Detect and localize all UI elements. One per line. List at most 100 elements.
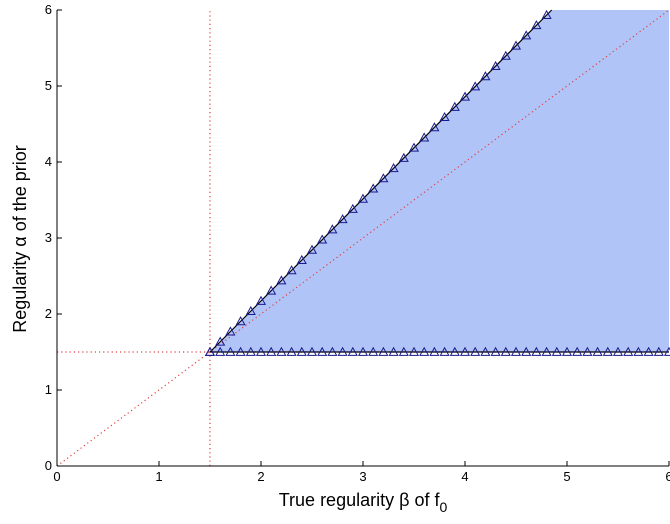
lower-boundary-marker — [419, 346, 430, 356]
lower-boundary-marker — [368, 346, 379, 356]
upper-boundary-marker — [490, 60, 501, 71]
upper-boundary-marker — [378, 173, 389, 183]
y-axis-label: Regularity α of the prior — [10, 145, 30, 333]
lower-boundary-marker — [286, 346, 297, 356]
y-tick-label: 5 — [45, 78, 52, 93]
lower-boundary-marker — [612, 346, 624, 356]
lower-boundary-marker — [480, 346, 491, 356]
lower-boundary-marker — [500, 346, 511, 356]
lower-boundary-marker — [398, 346, 409, 356]
lower-boundary-marker — [459, 346, 471, 356]
lower-boundary-marker — [592, 346, 603, 356]
upper-boundary-marker — [225, 326, 236, 336]
upper-boundary-marker — [459, 91, 471, 101]
x-tick-label: 0 — [53, 469, 60, 484]
reference-lines — [56, 9, 670, 467]
upper-boundary-marker — [510, 40, 522, 50]
upper-boundary-marker — [357, 193, 369, 203]
upper-boundary-line — [209, 9, 553, 353]
lower-boundary-marker — [551, 346, 562, 356]
lower-boundary-marker — [357, 346, 369, 356]
upper-boundary-marker — [470, 81, 481, 91]
upper-boundary-marker — [337, 214, 348, 224]
lower-boundary-marker — [663, 346, 670, 356]
upper-boundary-marker — [521, 30, 532, 40]
region-boundaries — [209, 9, 669, 353]
lower-boundary-marker — [653, 346, 664, 356]
lower-boundary-marker — [225, 346, 236, 356]
upper-boundary-marker — [317, 234, 328, 244]
upper-boundary-marker — [398, 152, 409, 162]
lower-boundary-marker — [204, 346, 216, 356]
upper-boundary-marker — [245, 305, 256, 316]
x-tick-label: 1 — [155, 469, 162, 484]
upper-boundary-marker — [296, 254, 307, 264]
upper-boundary-marker — [368, 183, 379, 193]
lower-boundary-marker — [531, 346, 542, 356]
lower-boundary-marker — [245, 346, 256, 356]
x-tick-label: 4 — [461, 469, 468, 484]
lower-boundary-marker — [215, 346, 226, 356]
upper-boundary-marker — [347, 203, 358, 213]
lower-boundary-marker — [429, 346, 440, 356]
upper-boundary-marker — [449, 101, 460, 111]
y-tick-labels: 0 1 2 3 4 5 6 — [45, 2, 52, 473]
upper-boundary-marker — [419, 132, 430, 142]
y-tick-label: 1 — [45, 382, 52, 397]
lower-boundary-marker — [633, 346, 644, 356]
lower-boundary-marker — [623, 346, 634, 356]
upper-boundary-marker — [215, 336, 226, 346]
lower-boundary-marker — [449, 346, 460, 356]
upper-boundary-marker — [480, 71, 491, 81]
upper-boundary-marker — [235, 316, 246, 326]
lower-boundary-marker — [643, 346, 654, 356]
lower-boundary-marker — [561, 346, 573, 356]
lower-boundary-marker — [541, 346, 552, 356]
lower-boundary-marker — [490, 346, 501, 356]
lower-boundary-marker — [572, 346, 583, 356]
lower-boundary-marker — [510, 346, 522, 356]
upper-boundary-marker — [408, 142, 420, 152]
upper-boundary-marker — [266, 285, 277, 295]
lower-boundary-marker — [602, 346, 613, 356]
lower-boundary-marker — [266, 346, 277, 356]
lower-boundary-marker — [347, 346, 358, 356]
y-tick-label: 6 — [45, 2, 52, 17]
upper-boundary-marker — [429, 122, 440, 132]
axes — [56, 9, 670, 467]
lower-boundary-marker — [337, 346, 348, 356]
upper-boundary-marker — [306, 244, 318, 254]
upper-boundary-marker — [276, 275, 287, 285]
x-axis-label: True regularity β of f0 — [279, 490, 448, 515]
lower-boundary-marker — [306, 346, 318, 356]
upper-boundary-marker — [439, 111, 450, 122]
upper-boundary-marker — [388, 163, 399, 173]
admissible-region — [210, 10, 669, 352]
y-tick-label: 3 — [45, 230, 52, 245]
lower-boundary-marker — [235, 346, 246, 356]
upper-boundary-marker — [541, 9, 552, 19]
region-fill — [210, 10, 669, 352]
lower-boundary-marker — [408, 346, 420, 356]
lower-boundary-marker — [470, 346, 481, 356]
x-tick-label: 5 — [563, 469, 570, 484]
lower-boundary-marker — [439, 346, 450, 356]
lower-boundary-marker — [378, 346, 389, 356]
upper-boundary-marker — [286, 265, 297, 275]
lower-boundary-marker — [317, 346, 328, 356]
boundary-markers — [204, 9, 670, 356]
upper-boundary-marker — [327, 224, 338, 234]
lower-boundary-marker — [388, 346, 399, 356]
upper-boundary-marker — [531, 20, 542, 30]
lower-boundary-marker — [521, 346, 532, 356]
y-tick-label: 2 — [45, 306, 52, 321]
upper-boundary-marker — [500, 50, 511, 60]
x-tick-label: 6 — [665, 469, 670, 484]
x-tick-label: 2 — [257, 469, 264, 484]
lower-boundary-marker — [276, 346, 287, 356]
lower-boundary-marker — [255, 346, 267, 356]
x-tick-labels: 0 1 2 3 4 5 6 — [53, 469, 670, 484]
lower-boundary-marker — [296, 346, 307, 356]
y-tick-label: 0 — [45, 458, 52, 473]
